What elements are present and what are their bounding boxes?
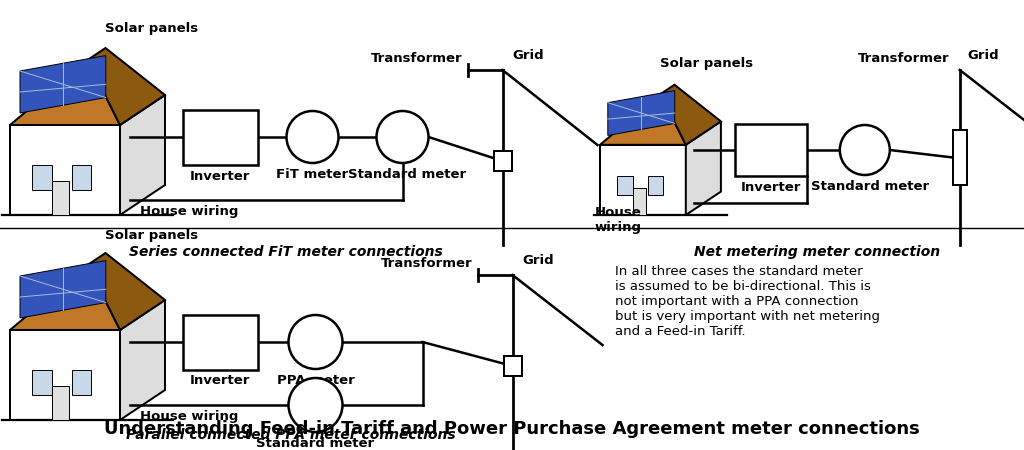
Text: Transformer: Transformer: [371, 52, 463, 65]
Text: Standard meter: Standard meter: [811, 180, 929, 193]
Text: PPA meter: PPA meter: [276, 374, 354, 387]
Circle shape: [289, 378, 342, 432]
Polygon shape: [600, 145, 686, 215]
Bar: [182, 109, 257, 165]
Polygon shape: [10, 60, 120, 125]
Text: Parallel connected PPA meter connections: Parallel connected PPA meter connections: [126, 428, 456, 442]
Text: Inverter: Inverter: [740, 181, 801, 194]
Bar: [182, 315, 257, 369]
Text: House
wiring: House wiring: [595, 206, 642, 234]
Polygon shape: [608, 90, 675, 135]
Polygon shape: [120, 95, 165, 215]
Text: House wiring: House wiring: [140, 410, 239, 423]
Text: Solar panels: Solar panels: [105, 22, 198, 35]
Text: Solar panels: Solar panels: [105, 229, 198, 242]
Bar: [52, 386, 70, 420]
Bar: [52, 181, 70, 215]
Bar: [32, 165, 52, 190]
Circle shape: [377, 111, 428, 163]
Polygon shape: [10, 125, 120, 215]
Circle shape: [287, 111, 339, 163]
Text: FiT meter: FiT meter: [276, 168, 348, 181]
Bar: [648, 176, 664, 195]
Bar: [504, 356, 521, 376]
Text: Grid: Grid: [512, 49, 544, 62]
Polygon shape: [20, 55, 105, 113]
Bar: [32, 369, 52, 395]
Text: House wiring: House wiring: [140, 205, 239, 218]
Bar: [633, 188, 646, 215]
Bar: [617, 176, 633, 195]
Polygon shape: [20, 261, 105, 318]
Text: Solar panels: Solar panels: [660, 57, 753, 70]
Circle shape: [840, 125, 890, 175]
Text: Standard meter: Standard meter: [256, 437, 375, 450]
Text: Transformer: Transformer: [858, 52, 950, 65]
Polygon shape: [10, 330, 120, 420]
Bar: [72, 369, 91, 395]
Text: Net metering meter connection: Net metering meter connection: [694, 245, 940, 259]
Bar: [494, 151, 512, 171]
Bar: [735, 124, 807, 176]
Bar: [952, 130, 967, 185]
Bar: [72, 165, 91, 190]
Text: In all three cases the standard meter
is assumed to be bi-directional. This is
n: In all three cases the standard meter is…: [615, 265, 880, 338]
Polygon shape: [87, 48, 165, 125]
Polygon shape: [10, 265, 120, 330]
Text: Inverter: Inverter: [189, 374, 250, 387]
Polygon shape: [600, 94, 686, 145]
Text: Grid: Grid: [522, 254, 554, 267]
Text: Grid: Grid: [968, 49, 999, 62]
Polygon shape: [686, 122, 721, 215]
Polygon shape: [120, 300, 165, 420]
Text: Transformer: Transformer: [381, 257, 472, 270]
Text: Inverter: Inverter: [189, 170, 250, 183]
Text: Standard meter: Standard meter: [348, 168, 467, 181]
Polygon shape: [660, 85, 721, 145]
Polygon shape: [87, 253, 165, 330]
Text: Series connected FiT meter connections: Series connected FiT meter connections: [129, 245, 443, 259]
Text: Understanding Feed-in Tariff and Power Purchase Agreement meter connections: Understanding Feed-in Tariff and Power P…: [104, 420, 920, 438]
Circle shape: [289, 315, 342, 369]
